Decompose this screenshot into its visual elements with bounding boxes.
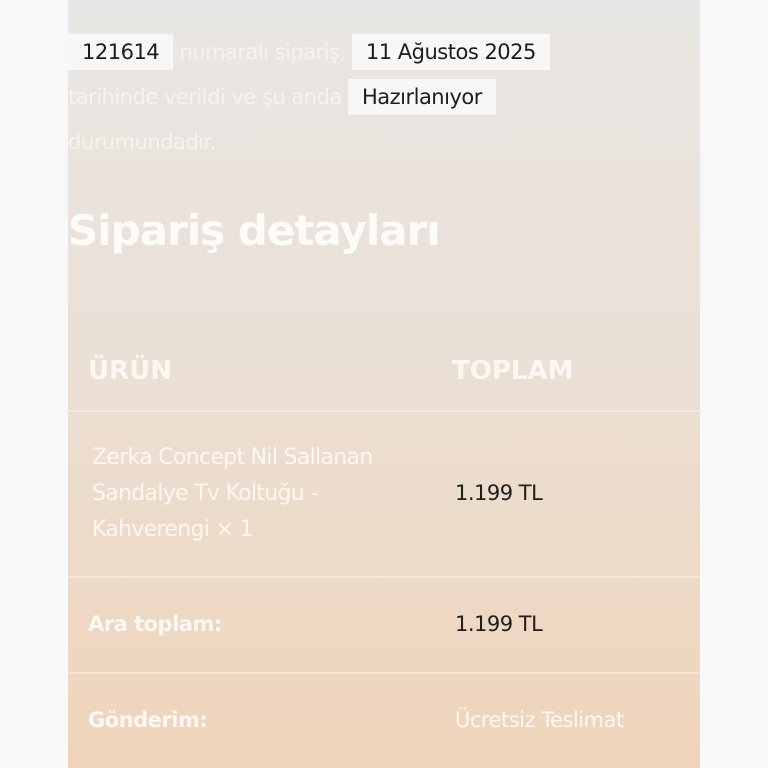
item-name: Zerka Concept Nil Sallanan Sandalye Tv K…	[92, 440, 422, 548]
header-total: TOPLAM	[452, 356, 574, 386]
item-total: 1.199 TL	[455, 481, 543, 505]
subtotal-label: Ara toplam:	[88, 612, 222, 636]
item-qty: × 1	[215, 517, 253, 542]
table-row-item: Zerka Concept Nil Sallanan Sandalye Tv K…	[68, 410, 700, 578]
table-header-row: ÜRÜN TOPLAM	[68, 330, 700, 412]
order-summary-text: 121614 numaralı sipariş, 11 Ağustos 2025…	[68, 30, 628, 165]
subtotal-value: 1.199 TL	[455, 612, 543, 636]
table-row-subtotal: Ara toplam: 1.199 TL	[68, 578, 700, 674]
intro-text-1: numaralı sipariş,	[179, 40, 346, 64]
intro-text-3: durumundadır.	[68, 130, 216, 154]
order-date-badge: 11 Ağustos 2025	[351, 34, 550, 70]
section-title: Sipariş detayları	[68, 206, 441, 255]
item-name-text: Zerka Concept Nil Sallanan Sandalye Tv K…	[92, 445, 373, 542]
order-status-badge: Hazırlanıyor	[347, 79, 496, 115]
header-product: ÜRÜN	[88, 356, 173, 386]
table-row-shipping: Gönderim: Ücretsiz Teslimat	[68, 674, 700, 768]
order-number-badge: 121614	[68, 34, 174, 70]
intro-text-2: tarihinde verildi ve şu anda	[68, 85, 342, 109]
shipping-label: Gönderim:	[88, 708, 208, 732]
order-details-panel: 121614 numaralı sipariş, 11 Ağustos 2025…	[68, 0, 700, 768]
shipping-value: Ücretsiz Teslimat	[455, 708, 624, 732]
